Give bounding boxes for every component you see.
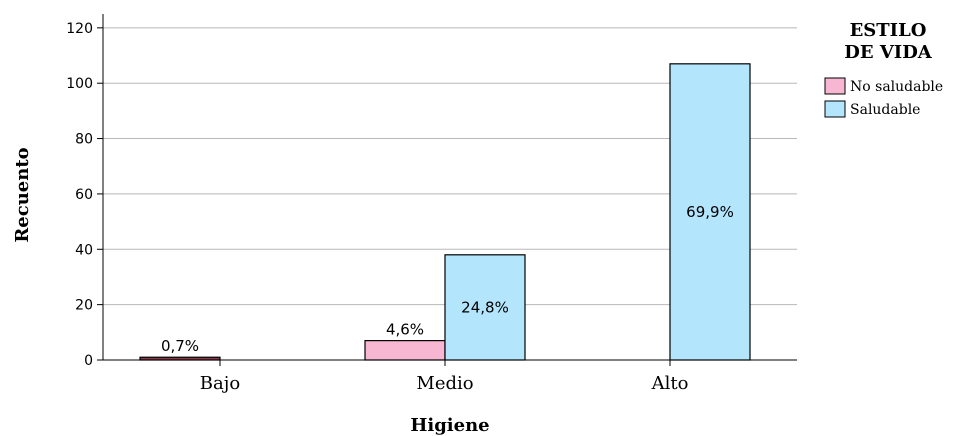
y-tick-label: 80 — [75, 132, 93, 148]
legend: ESTILO DE VIDA No saludable Saludable — [824, 20, 943, 118]
x-tick-label-medio: Medio — [416, 373, 473, 394]
bar-label-bajo-no-saludable: 0,7% — [161, 337, 199, 355]
bar-label-medio-saludable: 24,8% — [461, 298, 509, 316]
legend-swatch-saludable — [824, 100, 846, 118]
y-tick-label: 60 — [75, 187, 93, 203]
x-tick-label-bajo: Bajo — [200, 373, 240, 394]
bar-medio-no-saludable — [364, 340, 446, 361]
bars — [139, 63, 751, 361]
y-tick-label: 20 — [75, 298, 93, 314]
x-axis-title: Higiene — [410, 415, 489, 436]
bar-labels: 0,7% 4,6% 24,8% 69,9% — [161, 203, 734, 355]
bar-label-alto-saludable: 69,9% — [686, 203, 734, 221]
bar-medio-saludable — [444, 254, 526, 361]
y-tick-label: 0 — [84, 353, 93, 369]
legend-title-line-2: DE VIDA — [844, 42, 933, 63]
bar-label-medio-no-saludable: 4,6% — [386, 321, 424, 339]
y-tick-label: 120 — [66, 21, 93, 37]
legend-label-no-saludable: No saludable — [850, 79, 943, 95]
bar-alto-saludable — [669, 63, 751, 361]
bar-bajo-no-saludable — [139, 356, 221, 361]
y-axis-title: Recuento — [12, 147, 33, 242]
legend-title-line-1: ESTILO — [850, 20, 927, 41]
y-tick-label: 100 — [66, 76, 93, 92]
x-tick-label-alto: Alto — [651, 373, 689, 394]
legend-swatch-no-saludable — [824, 77, 846, 95]
y-tick-label: 40 — [75, 242, 93, 258]
legend-label-saludable: Saludable — [850, 102, 920, 118]
